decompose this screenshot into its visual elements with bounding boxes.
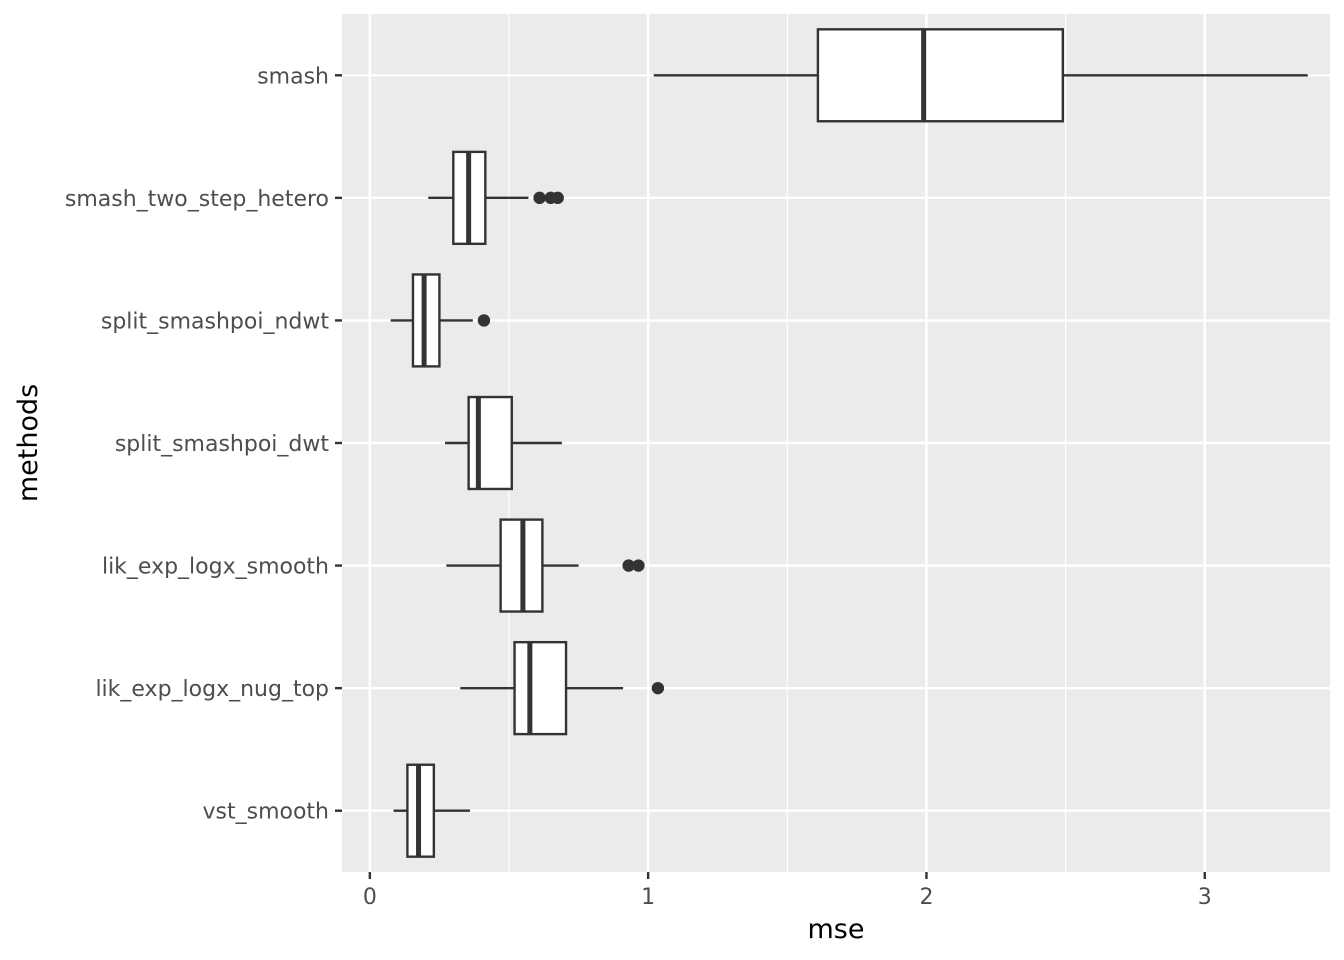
outlier-point [551,191,564,205]
y-tick-label: smash_two_step_hetero [65,187,329,212]
outlier-point [533,191,546,205]
y-tick-label: smash [257,64,329,89]
box-iqr [467,395,513,491]
outlier-point [622,559,635,572]
y-tick-label: vst_smooth [203,800,330,825]
box-layer [390,28,1308,858]
box-split_smashpoi_dwt [444,395,562,491]
box-smash_two_step_hetero [428,150,564,246]
x-tick-label: 3 [1198,885,1212,910]
y-tick-label: lik_exp_logx_nug_top [95,677,329,702]
box-iqr [513,640,568,736]
y-tick-label: split_smashpoi_dwt [115,432,330,457]
y-axis-title: methods [13,384,44,502]
box-smash [653,28,1308,123]
outlier-point [477,314,491,327]
box-iqr [816,28,1065,123]
axes: smash smash_two_step_hetero split_smashpoi… [65,64,1212,910]
x-tick-label: 2 [919,885,933,910]
box-split_smashpoi_ndwt [390,273,491,368]
box-lik_exp_logx_nug_top [460,640,665,736]
x-tick-label: 0 [363,885,377,910]
x-tick-label: 1 [641,885,655,910]
outlier-point [632,559,645,572]
box-lik_exp_logx_smooth [446,518,645,613]
box-vst_smooth [393,763,471,858]
outlier-point [651,681,665,695]
y-tick-label: lik_exp_logx_smooth [102,555,329,580]
y-tick-label: split_smashpoi_ndwt [101,309,329,334]
x-axis-title: mse [808,914,865,945]
